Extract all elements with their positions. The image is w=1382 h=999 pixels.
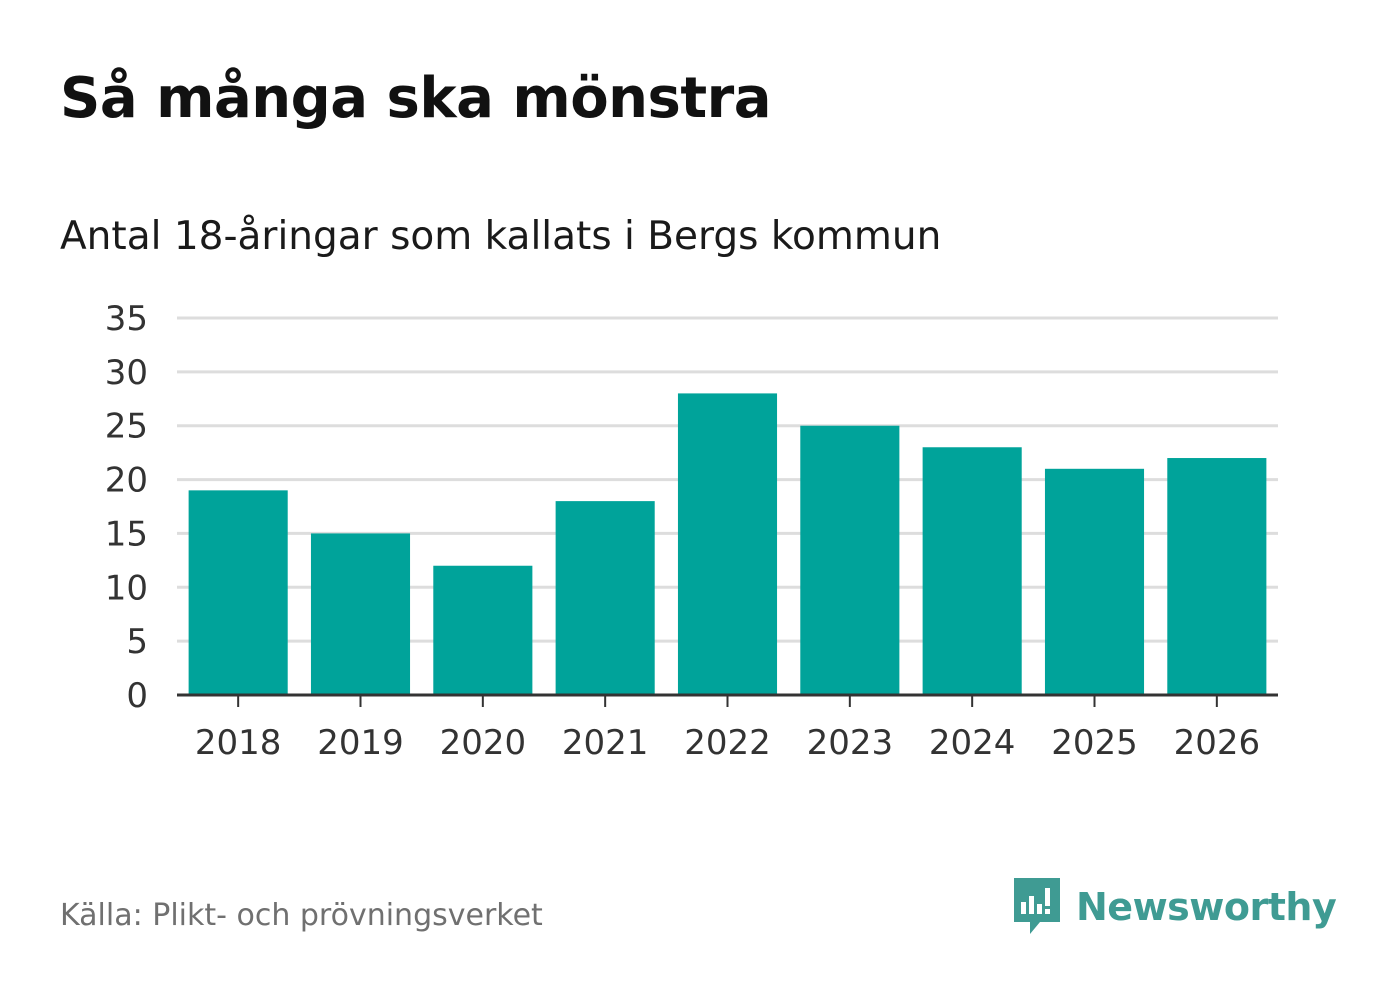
bar-2021 xyxy=(555,501,655,695)
brand-name: Newsworthy xyxy=(1076,885,1337,929)
brand-logo: Newsworthy xyxy=(1010,876,1337,938)
x-tick-label: 2022 xyxy=(684,723,771,763)
chart-subtitle: Antal 18-åringar som kallats i Bergs kom… xyxy=(60,214,942,259)
source-note: Källa: Plikt- och prövningsverket xyxy=(60,898,543,933)
bars xyxy=(188,393,1267,695)
bar-2020 xyxy=(433,565,533,695)
newsworthy-logo-icon xyxy=(1014,878,1060,934)
y-tick-label: 10 xyxy=(105,568,148,608)
x-tick-label: 2019 xyxy=(317,723,404,763)
bar-2023 xyxy=(800,425,900,695)
bar-2022 xyxy=(677,393,778,695)
y-axis-ticks: 0 5 10 15 20 25 30 35 xyxy=(105,299,148,716)
y-tick-label: 0 xyxy=(126,676,148,716)
bar-2026 xyxy=(1167,458,1267,695)
chart-title: Så många ska mönstra xyxy=(60,66,772,131)
x-tick-label: 2021 xyxy=(562,723,649,763)
y-tick-label: 15 xyxy=(105,514,148,554)
x-tick-label: 2018 xyxy=(195,723,282,763)
y-tick-label: 30 xyxy=(105,353,148,393)
x-axis-ticks: 2018 2019 2020 2021 2022 2023 2024 2025 2026 xyxy=(195,695,1260,763)
x-tick-label: 2026 xyxy=(1174,723,1261,763)
y-tick-label: 35 xyxy=(105,299,148,339)
bar-2025 xyxy=(1044,468,1145,695)
bar-2018 xyxy=(188,490,288,695)
y-tick-label: 5 xyxy=(126,622,148,662)
y-tick-label: 25 xyxy=(105,407,148,447)
bar-2019 xyxy=(310,533,411,695)
y-tick-label: 20 xyxy=(105,461,148,501)
x-tick-label: 2020 xyxy=(440,723,527,763)
x-tick-label: 2024 xyxy=(929,723,1016,763)
x-tick-label: 2023 xyxy=(807,723,894,763)
x-tick-label: 2025 xyxy=(1051,723,1138,763)
bar-2024 xyxy=(922,447,1022,695)
